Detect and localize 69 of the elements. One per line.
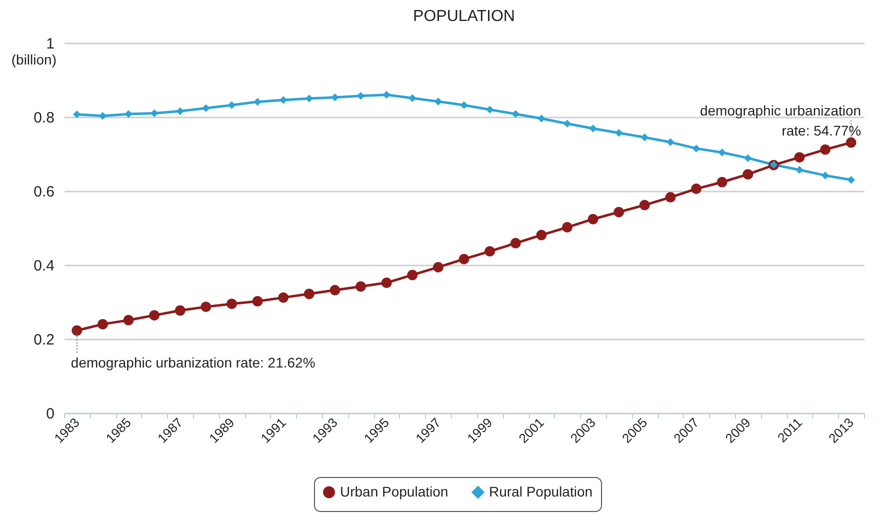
annotation: demographic urbanization rate: 21.62% xyxy=(70,354,316,370)
point xyxy=(382,90,390,99)
point xyxy=(356,281,366,292)
point xyxy=(381,278,392,288)
point xyxy=(123,314,134,326)
point xyxy=(97,318,108,330)
legend-label: Rural Population xyxy=(489,483,593,500)
point xyxy=(588,214,598,224)
point xyxy=(200,302,212,312)
point xyxy=(614,206,624,218)
point xyxy=(640,133,649,142)
point xyxy=(692,144,700,152)
point xyxy=(149,310,160,321)
point xyxy=(150,109,158,118)
y-tick-label: 0.2 xyxy=(34,332,54,348)
point xyxy=(512,110,520,118)
point xyxy=(254,98,262,106)
point xyxy=(331,94,339,102)
chart-title: POPULATION xyxy=(413,8,515,25)
point xyxy=(820,144,831,155)
point xyxy=(563,120,572,128)
point xyxy=(821,172,830,180)
point xyxy=(639,200,650,210)
point xyxy=(458,254,470,264)
point xyxy=(846,137,856,148)
point xyxy=(434,98,442,106)
point xyxy=(72,325,82,336)
point xyxy=(484,246,496,257)
y-axis-title: (billion) xyxy=(11,52,56,68)
point xyxy=(666,138,674,146)
point xyxy=(174,305,186,316)
point xyxy=(718,148,726,156)
point xyxy=(124,110,132,118)
point xyxy=(226,298,237,310)
legend-label: Urban Population xyxy=(340,483,448,500)
point xyxy=(98,112,107,120)
point xyxy=(538,114,546,122)
point xyxy=(796,166,804,174)
point xyxy=(665,192,676,203)
point xyxy=(562,222,572,232)
point xyxy=(252,296,263,306)
point xyxy=(716,176,728,188)
y-tick-label: 0.6 xyxy=(34,184,54,200)
point xyxy=(691,184,702,194)
y-tick-label: 0.8 xyxy=(34,110,54,126)
point xyxy=(589,124,597,132)
point xyxy=(742,169,754,180)
point xyxy=(304,288,314,300)
point xyxy=(510,238,521,248)
point xyxy=(330,284,340,296)
point xyxy=(744,154,752,162)
point xyxy=(176,107,184,115)
point xyxy=(794,152,805,163)
point xyxy=(432,262,444,272)
point xyxy=(614,129,623,137)
point xyxy=(486,106,494,114)
point xyxy=(407,270,418,280)
y-tick-label: 1 xyxy=(46,36,54,52)
point xyxy=(847,176,855,184)
point xyxy=(202,104,210,112)
point xyxy=(460,101,468,110)
y-tick-label: 0.4 xyxy=(34,258,54,274)
point xyxy=(73,110,81,118)
point xyxy=(536,230,547,240)
point xyxy=(278,292,289,303)
annotation: demographic urbanization rate: 54.77% xyxy=(700,102,862,139)
point xyxy=(228,101,236,110)
point xyxy=(408,94,416,102)
y-tick-label: 0 xyxy=(46,406,54,422)
